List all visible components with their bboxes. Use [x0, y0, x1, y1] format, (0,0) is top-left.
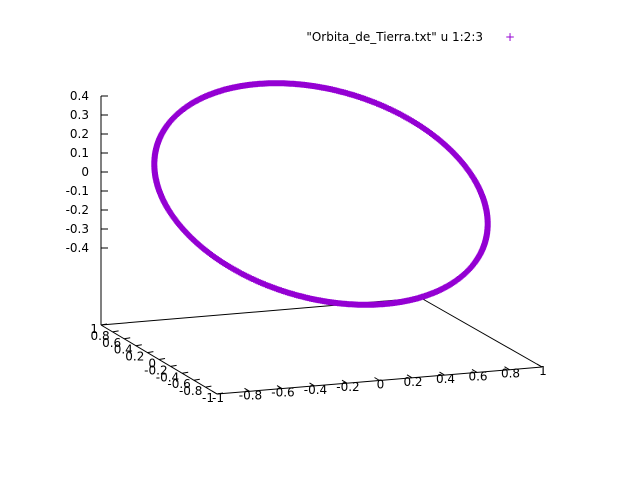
z-ticks: 0.4 0.3 0.2 0.1 0 -0.1 -0.2 -0.3 -0.4 [66, 89, 108, 255]
x-tick-mark [309, 382, 315, 387]
z-tick-label: -0.3 [66, 222, 89, 236]
x-tick-label: -0.4 [304, 383, 327, 397]
x-tick-mark [211, 390, 218, 395]
z-tick-label: 0.1 [70, 146, 89, 160]
base-right-edge [420, 297, 543, 368]
legend: "Orbita_de_Tierra.txt" u 1:2:3 + [306, 30, 515, 44]
y-tick-label: 0.4 [114, 343, 133, 357]
x-tick-mark [504, 366, 510, 371]
x-tick-label: 0.8 [501, 367, 520, 381]
y-tick-mark [205, 385, 212, 388]
x-tick-mark [406, 374, 413, 379]
y-tick-mark [170, 364, 177, 367]
y-tick-mark [182, 371, 189, 374]
y-tick-label: -0.2 [144, 363, 167, 377]
y-tick-label: -1 [202, 391, 214, 405]
orbit-series [151, 80, 491, 308]
y-tick-label: -0.4 [156, 370, 179, 384]
z-tick-label: -0.2 [66, 203, 89, 217]
orbit-points [151, 80, 491, 308]
x-tick-label: -0.6 [271, 386, 294, 400]
x-tick-label: 0.6 [468, 369, 487, 383]
x-tick-mark [276, 385, 283, 390]
y-tick-mark [158, 358, 166, 360]
y-tick-label: 0.2 [125, 350, 144, 364]
y-tick-mark [193, 378, 200, 381]
y-tick-label: 0.6 [102, 336, 121, 350]
x-tick-label: 0.4 [436, 372, 455, 386]
y-tick-label: 1 [90, 322, 98, 336]
x-tick-mark [471, 368, 478, 373]
x-tick-label: 0 [377, 378, 385, 392]
legend-marker: + [505, 30, 515, 44]
x-tick-label: -0.2 [336, 380, 359, 394]
legend-label: "Orbita_de_Tierra.txt" u 1:2:3 [306, 30, 483, 44]
y-tick-mark [135, 344, 142, 347]
y-tick-label: 0.8 [91, 329, 110, 343]
x-tick-label: -0.8 [239, 388, 262, 402]
y-tick-mark [100, 323, 108, 326]
axes-box [100, 96, 543, 395]
z-tick-label: 0.4 [70, 89, 89, 103]
y-tick-label: 0 [148, 357, 156, 371]
x-tick-mark [439, 371, 445, 376]
y-tick-mark [216, 392, 224, 395]
x-tick-mark [341, 379, 348, 384]
z-tick-label: -0.1 [66, 184, 89, 198]
y-tick-mark [124, 337, 131, 340]
z-tick-label: 0.2 [70, 127, 89, 141]
x-tick-label: 0.2 [403, 375, 422, 389]
x-tick-label: -1 [212, 391, 224, 405]
x-tick-mark [536, 363, 543, 368]
x-tick-label: 1 [539, 364, 547, 378]
y-tick-mark [112, 330, 119, 333]
y-tick-label: -0.6 [167, 377, 190, 391]
z-tick-label: 0.3 [70, 108, 89, 122]
z-tick-label: -0.4 [66, 241, 89, 255]
y-ticks: 10.80.60.40.2 0-0.2-0.4-0.6-0.8 -1 [90, 322, 224, 405]
x-tick-mark [244, 387, 250, 392]
x-tick-mark [374, 377, 380, 381]
y-tick-label: -0.8 [179, 384, 202, 398]
x-ticks: -1 -0.8 -0.6 -0.4 -0.2 0 0.2 0.4 0.6 0.8 1 [211, 363, 547, 405]
z-tick-label: 0 [81, 165, 89, 179]
y-tick-mark [147, 351, 154, 354]
